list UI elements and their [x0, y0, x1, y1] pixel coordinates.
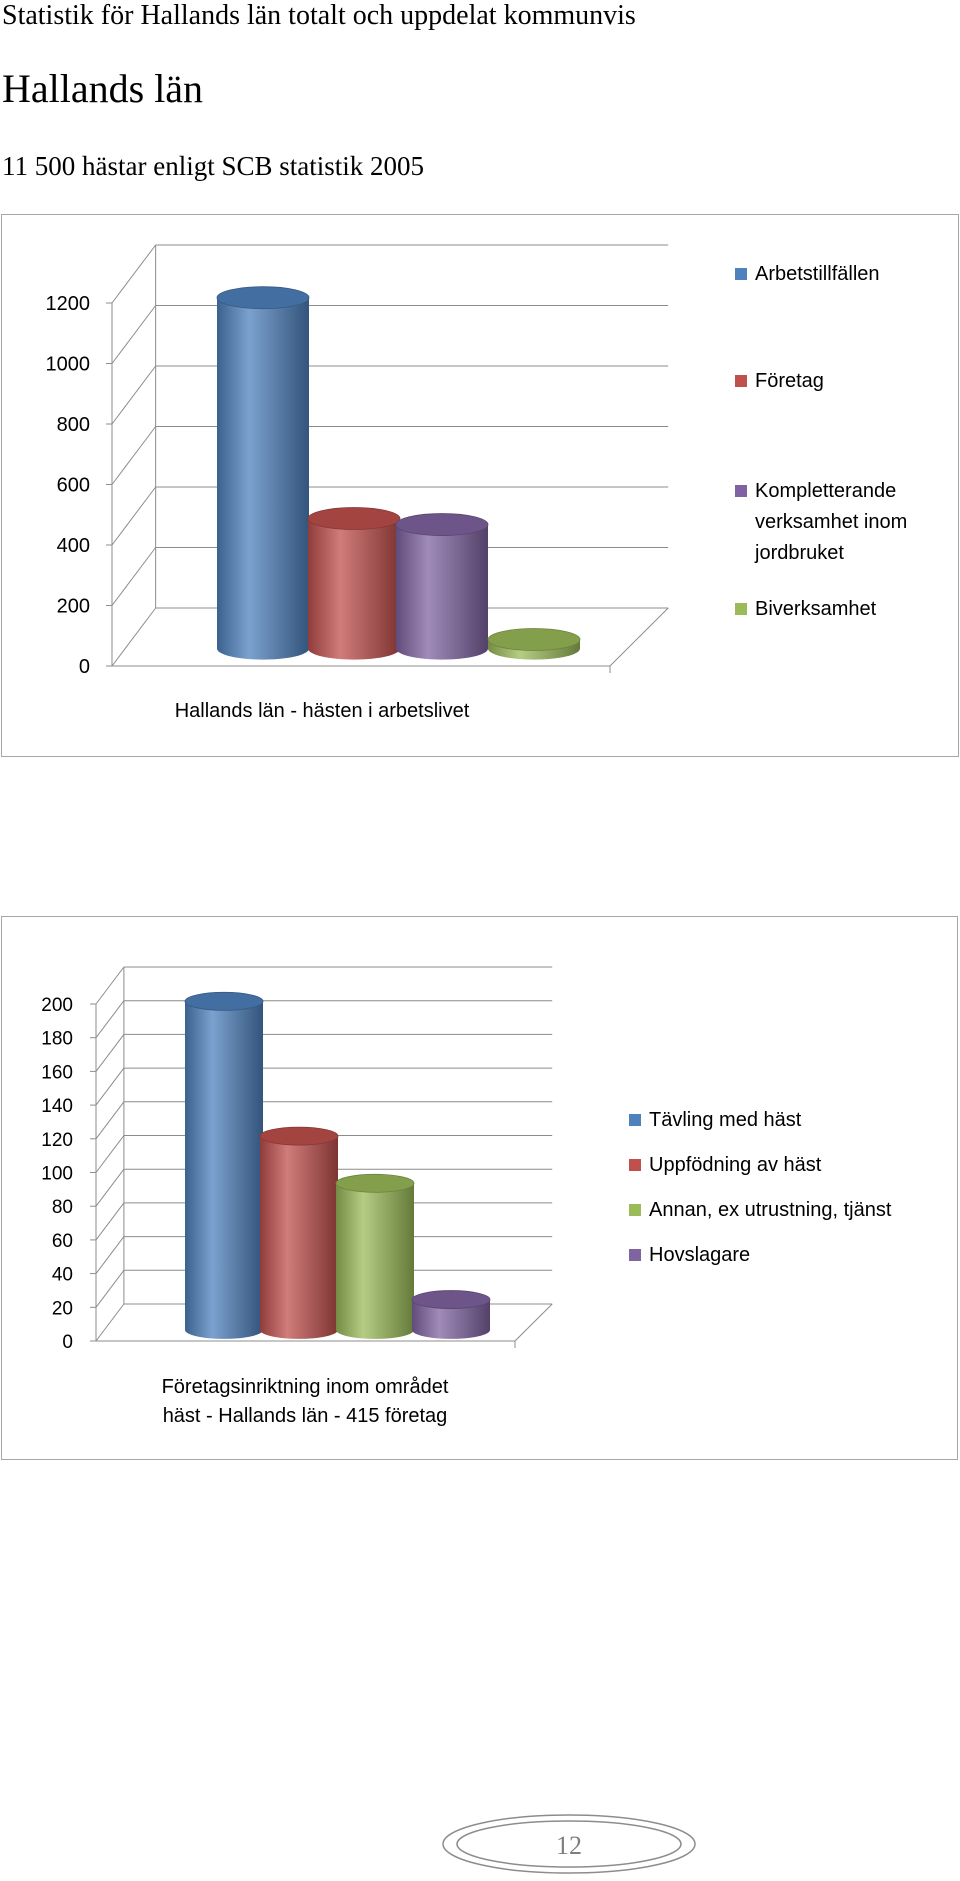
work-chart: 0 200 400 600 800 1000 1200 Hallands län - häst…: [1, 214, 959, 757]
y-tick-label: 0: [62, 1332, 73, 1353]
y-tick-label: 400: [57, 535, 90, 557]
bar-1: [307, 507, 401, 660]
legend-label: Företag: [755, 370, 824, 392]
business-chart: 0 20 40 60 80 100 120 140 160 180 200 Företagsinrik…: [1, 916, 958, 1460]
side-wall-gridline: [95, 1269, 125, 1308]
y-tick-label: 180: [41, 1029, 73, 1050]
side-wall-gridline: [95, 1135, 125, 1173]
floor-right-edge: [514, 1303, 553, 1342]
legend-swatch: [629, 1159, 641, 1171]
y-tick-label: 1200: [46, 293, 91, 315]
intro-text: 11 500 hästar enligt SCB statistik 2005: [2, 151, 424, 181]
page-number-badge: 12: [441, 1813, 697, 1875]
legend-label: Annan, ex utrustning, tjänst: [649, 1199, 892, 1221]
y-tick-label: 1000: [46, 354, 91, 376]
bar-top-cap: [411, 1290, 491, 1309]
side-wall-gridline: [95, 1067, 125, 1106]
bar-2: [335, 1173, 415, 1339]
y-tick-label: 120: [41, 1130, 73, 1151]
bar-body: [185, 1001, 263, 1339]
bar-body: [308, 518, 400, 660]
bar-top-cap: [307, 507, 401, 530]
y-tick-label: 800: [57, 414, 90, 436]
page-number: 12: [556, 1831, 582, 1860]
side-wall-gridline: [111, 305, 157, 364]
bar-0: [216, 286, 310, 660]
y-tick-label: 100: [41, 1164, 73, 1185]
bar-top-cap: [487, 628, 581, 651]
y-tick-label: 0: [79, 656, 90, 678]
side-wall-gridline: [111, 486, 157, 546]
bar-top-cap: [259, 1126, 339, 1146]
bar-body: [396, 524, 489, 660]
bar-3: [487, 628, 581, 660]
business-chart-svg: 0 20 40 60 80 100 120 140 160 180 200 Företagsinrik…: [41, 966, 892, 1427]
bar-1: [259, 1126, 339, 1339]
legend-label: Hovslagare: [649, 1244, 750, 1266]
bar-body: [217, 297, 309, 660]
side-wall-gridline: [111, 365, 157, 425]
side-wall-gridline: [95, 1202, 125, 1241]
legend-swatch: [735, 268, 747, 280]
side-wall-gridline: [95, 1034, 125, 1072]
x-axis-label: häst - Hallands län - 415 företag: [163, 1405, 448, 1427]
y-tick-label: 40: [52, 1265, 73, 1286]
bar-0: [184, 991, 264, 1339]
bar-top-cap: [184, 991, 264, 1011]
page-number-ellipse: 12: [442, 1814, 696, 1874]
legend-label: Uppfödning av häst: [649, 1154, 822, 1176]
y-tick-label: 140: [41, 1096, 73, 1117]
side-wall-gridline: [95, 1000, 125, 1039]
legend-swatch: [735, 485, 747, 497]
side-wall-gridline: [111, 607, 157, 667]
side-wall-gridline: [95, 1101, 125, 1140]
legend-label: Kompletterande: [755, 480, 896, 502]
y-tick-label: 20: [52, 1298, 73, 1319]
legend-swatch: [629, 1204, 641, 1216]
legend-swatch: [629, 1249, 641, 1261]
legend-swatch: [735, 375, 747, 387]
y-tick-label: 60: [52, 1231, 73, 1252]
bar-body: [260, 1136, 338, 1339]
legend-swatch: [735, 603, 747, 615]
work-chart-svg: 0 200 400 600 800 1000 1200 Hallands län - häst…: [46, 244, 907, 722]
legend-label: verksamhet inom: [755, 511, 907, 533]
bar-top-cap: [395, 513, 489, 536]
y-tick-label: 200: [57, 596, 90, 618]
y-tick-label: 600: [57, 475, 90, 497]
bar-body: [336, 1183, 414, 1339]
legend-label: Biverksamhet: [755, 598, 877, 620]
side-wall-gridline: [95, 1168, 125, 1207]
side-wall-gridline: [95, 966, 125, 1005]
floor-right-edge: [609, 607, 669, 667]
x-axis-label: Hallands län - hästen i arbetslivet: [175, 700, 470, 722]
bar-2: [395, 513, 489, 660]
y-tick-label: 160: [41, 1062, 73, 1083]
bar-body: [412, 1299, 490, 1339]
legend-label: jordbruket: [754, 542, 844, 564]
side-wall-gridline: [95, 1236, 125, 1274]
bar-3: [411, 1290, 491, 1339]
region-title: Hallands län: [2, 66, 204, 111]
side-wall-gridline: [111, 426, 157, 485]
y-tick-label: 200: [41, 995, 73, 1016]
side-wall-gridline: [111, 244, 157, 304]
bar-top-cap: [335, 1173, 415, 1193]
x-axis-label: Företagsinriktning inom området: [162, 1376, 449, 1398]
legend-label: Arbetstillfällen: [755, 263, 880, 285]
legend-label: Tävling med häst: [649, 1109, 802, 1131]
side-wall-gridline: [111, 547, 157, 606]
side-wall-gridline: [95, 1303, 125, 1342]
page-heading: Statistik för Hallands län totalt och up…: [2, 0, 636, 31]
bar-top-cap: [216, 286, 310, 310]
legend-swatch: [629, 1114, 641, 1126]
y-tick-label: 80: [52, 1197, 73, 1218]
